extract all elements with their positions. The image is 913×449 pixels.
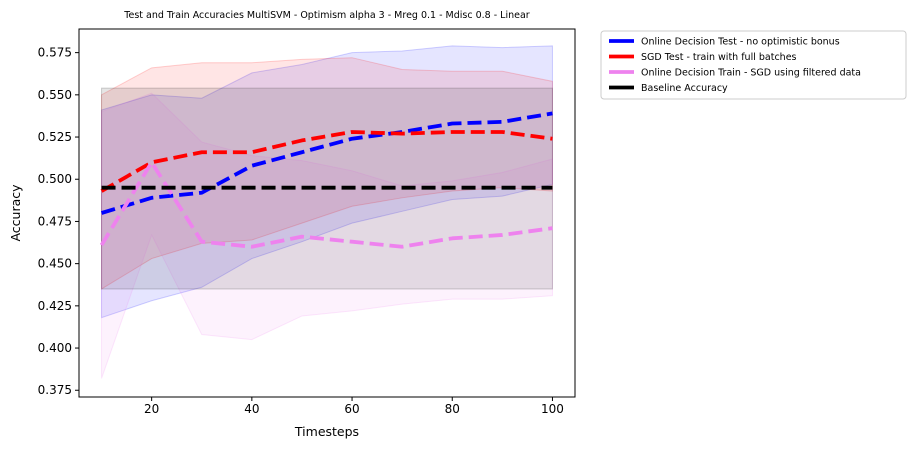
legend: Online Decision Test - no optimistic bon… (600, 30, 907, 100)
y-tick-label: 0.400 (38, 341, 72, 355)
x-tick-label: 40 (244, 402, 259, 416)
series-lines (99, 111, 553, 249)
band-online-decision-train-sgd-using-filtered-data (101, 92, 553, 379)
y-tick-label: 0.450 (38, 257, 72, 271)
y-tick-label: 0.475 (38, 214, 72, 228)
y-axis-label: Accuracy (8, 184, 23, 242)
plot-frame (78, 28, 576, 398)
line-online-decision-train-sgd-using-filtered-data (99, 160, 553, 249)
y-tick-label: 0.550 (38, 88, 72, 102)
legend-label: Online Decision Train - SGD using filter… (641, 68, 861, 79)
x-tick-label: 20 (144, 402, 159, 416)
x-tick-label: 60 (344, 402, 359, 416)
legend-label: Online Decision Test - no optimistic bon… (641, 37, 840, 48)
band-online-decision-test-no-optimistic-bonus (101, 45, 553, 319)
legend-label: Baseline Accuracy (641, 83, 728, 94)
legend-label: SGD Test - train with full batches (641, 52, 797, 63)
y-tick-label: 0.425 (38, 299, 72, 313)
y-tick-label: 0.575 (38, 46, 72, 60)
confidence-bands (101, 45, 553, 379)
y-tick-label: 0.525 (38, 130, 72, 144)
x-tick-label: 80 (445, 402, 460, 416)
chart-title: Test and Train Accuracies MultiSVM - Opt… (123, 10, 530, 21)
y-axis-ticks: 0.375 0.400 0.425 0.450 0.475 0.500 0.525 0.550… (38, 46, 79, 397)
y-tick-label: 0.375 (38, 383, 72, 397)
line-online-decision-test-no-optimistic-bonus (100, 111, 553, 215)
x-tick-label: 100 (541, 402, 564, 416)
x-axis-ticks: 20 40 60 80 100 (144, 397, 564, 416)
x-axis-label: Timesteps (294, 424, 359, 439)
legend-frame (600, 30, 907, 100)
line-sgd-test-train-with-full-batches (100, 130, 553, 193)
y-tick-label: 0.500 (38, 172, 72, 186)
